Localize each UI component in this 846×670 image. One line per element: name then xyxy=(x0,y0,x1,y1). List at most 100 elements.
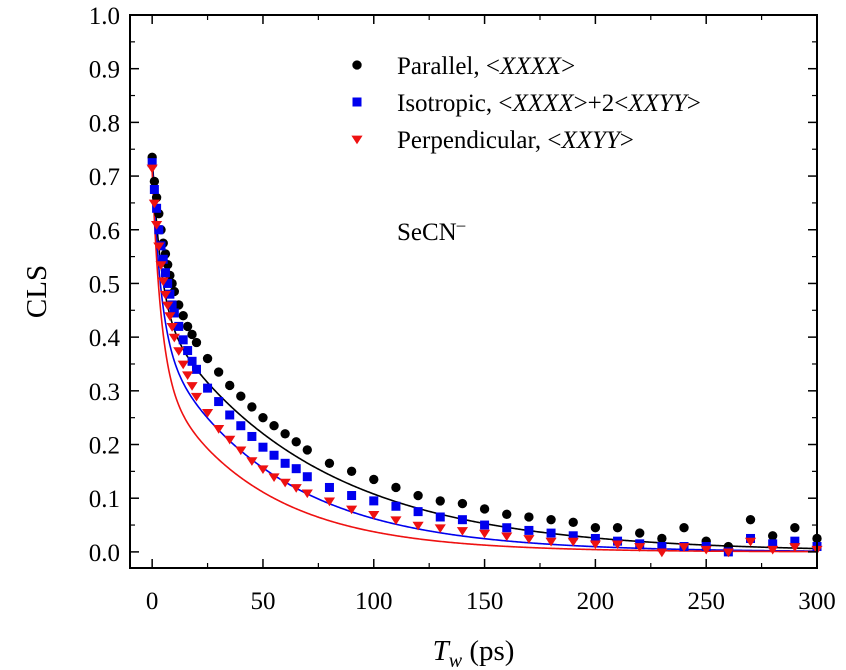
data-point xyxy=(324,458,335,468)
data-point xyxy=(154,225,164,235)
data-point xyxy=(186,382,198,391)
data-point xyxy=(190,392,203,402)
data-point xyxy=(225,380,235,391)
legend-label: Isotropic, <XXXX>+2<XXYY> xyxy=(397,90,701,117)
data-point xyxy=(434,524,446,534)
data-point xyxy=(457,498,468,509)
x-tick-label: 150 xyxy=(466,588,504,615)
y-tick-label: 0.6 xyxy=(89,218,120,245)
data-point xyxy=(390,516,402,525)
y-tick-label: 0.7 xyxy=(89,164,120,191)
legend-label-part: Isotropic, < xyxy=(397,90,512,117)
x-tick-label: 100 xyxy=(355,588,393,615)
data-point xyxy=(202,353,213,364)
data-point xyxy=(203,383,213,393)
legend-label-part: Parallel, < xyxy=(397,53,500,80)
data-point xyxy=(634,543,646,552)
data-point xyxy=(347,491,357,501)
data-point xyxy=(502,509,512,519)
data-point xyxy=(201,408,214,418)
data-point xyxy=(224,435,236,445)
y-tick-label: 0.0 xyxy=(89,540,120,567)
x-tick-label: 300 xyxy=(798,588,836,615)
data-point xyxy=(678,543,690,552)
data-point xyxy=(269,450,279,460)
legend-label-part: >+2< xyxy=(574,90,629,117)
data-point xyxy=(268,473,280,483)
data-point xyxy=(191,337,202,348)
data-point xyxy=(590,533,600,543)
data-point xyxy=(744,537,757,547)
data-point xyxy=(457,515,467,525)
legend-label-part: Perpendicular, < xyxy=(397,127,561,154)
data-point xyxy=(187,329,197,340)
legend-label-part: > xyxy=(687,90,701,117)
data-point xyxy=(182,321,193,332)
x-axis-label: Tw (ps) xyxy=(433,635,515,670)
data-point xyxy=(524,525,534,535)
legend-marker xyxy=(352,60,362,70)
data-point xyxy=(269,421,279,431)
data-point xyxy=(191,364,201,374)
x-tick-label: 0 xyxy=(146,588,159,615)
data-point xyxy=(149,176,160,187)
x-tick-label: 250 xyxy=(687,588,725,615)
data-point xyxy=(413,507,423,517)
data-point xyxy=(745,514,756,525)
data-point xyxy=(546,514,556,525)
data-point xyxy=(302,472,312,482)
y-tick-label: 0.5 xyxy=(89,271,120,298)
data-point xyxy=(612,523,623,533)
data-point xyxy=(164,312,176,321)
legend-label-part: XXYY xyxy=(627,90,689,117)
x-tick-label: 200 xyxy=(577,588,615,615)
data-markers xyxy=(146,152,823,558)
data-point xyxy=(163,278,173,288)
data-point xyxy=(391,482,401,493)
data-point xyxy=(160,268,170,278)
fit-curves xyxy=(151,154,818,553)
data-point xyxy=(391,501,401,511)
data-point xyxy=(722,548,734,558)
data-point xyxy=(148,199,160,209)
data-point xyxy=(182,371,194,381)
data-point xyxy=(479,529,491,539)
fit-curve xyxy=(151,162,817,552)
legend-label-part: > xyxy=(561,53,575,80)
annotation-text: SeCN xyxy=(397,219,457,246)
data-point xyxy=(369,496,379,506)
data-point xyxy=(369,474,379,485)
data-point xyxy=(523,535,535,544)
data-point xyxy=(225,410,235,420)
data-point xyxy=(502,523,512,533)
y-tick-label: 0.4 xyxy=(89,325,121,352)
data-point xyxy=(146,164,158,174)
data-point xyxy=(679,523,689,533)
legend-label: Parallel, <XXXX> xyxy=(397,53,575,80)
data-point xyxy=(158,254,168,264)
x-axis-ticks: 0 50 100 150 200 250 300 xyxy=(146,15,836,615)
data-point xyxy=(479,504,490,514)
annotation-superscript: – xyxy=(456,215,466,234)
data-point xyxy=(480,520,490,530)
legend-label-part: > xyxy=(620,127,634,154)
data-point xyxy=(790,536,800,546)
data-point xyxy=(346,466,357,477)
data-point xyxy=(247,431,257,441)
data-point xyxy=(657,542,667,552)
data-point xyxy=(151,221,163,230)
y-tick-label: 0.9 xyxy=(89,57,120,84)
data-point xyxy=(183,346,193,356)
x-axis-label-symbol: T xyxy=(433,635,451,667)
y-tick-label: 0.1 xyxy=(89,486,120,513)
fit-curve xyxy=(151,154,818,550)
data-point xyxy=(568,517,578,528)
data-point xyxy=(236,391,246,401)
data-point xyxy=(590,523,601,533)
data-point xyxy=(657,533,667,544)
data-point xyxy=(435,512,445,522)
data-point xyxy=(611,540,624,550)
data-point xyxy=(501,532,513,542)
data-point xyxy=(346,505,358,515)
